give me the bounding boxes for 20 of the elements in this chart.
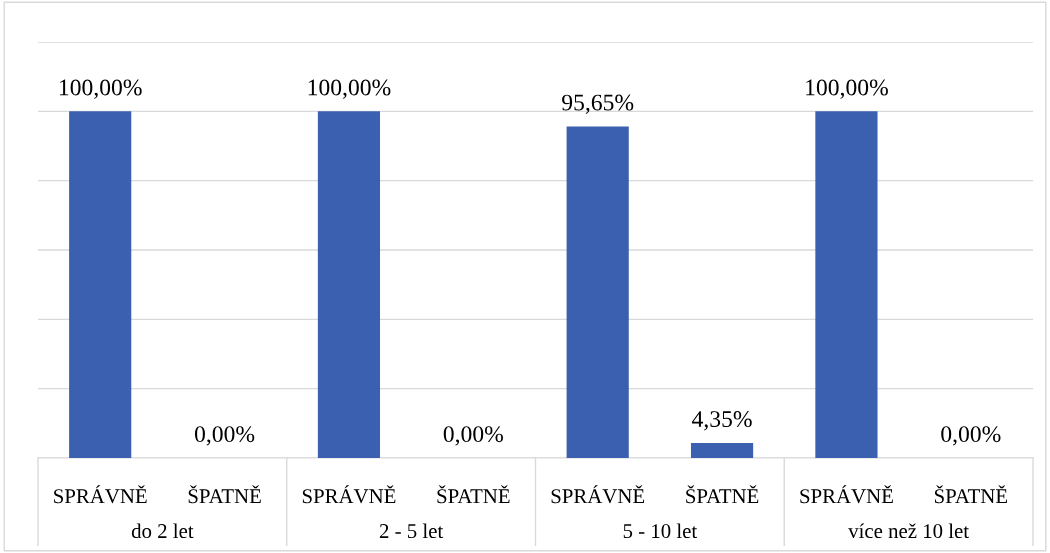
text: 2 - 5 let (379, 523, 444, 539)
text: více než 10 let (848, 523, 969, 539)
text: do 2 let (131, 523, 194, 539)
x-tick-label: SPRÁVNĚ (800, 485, 893, 504)
x-tick-label: ŠPATNĚ (686, 485, 759, 504)
x-tick-label: SPRÁVNĚ (302, 485, 396, 504)
text: 5 - 10 let (623, 523, 698, 539)
data-label: 0,00% (443, 426, 503, 446)
x-tick-label: ŠPATNĚ (934, 485, 1008, 504)
x-tick-label: ŠPATNĚ (437, 485, 510, 504)
data-label: 4,35% (692, 411, 752, 431)
data-label: 95,65% (562, 94, 634, 114)
data-label: 100,00% (59, 79, 142, 99)
data-label: 0,00% (941, 426, 1001, 446)
x-tick-label: SPRÁVNĚ (551, 485, 645, 504)
data-label: 100,00% (806, 79, 888, 99)
x-tick-label: SPRÁVNĚ (54, 485, 147, 504)
data-label: 100,00% (308, 79, 391, 99)
data-label: 0,00% (194, 426, 255, 446)
x-tick-label: ŠPATNĚ (188, 485, 261, 504)
